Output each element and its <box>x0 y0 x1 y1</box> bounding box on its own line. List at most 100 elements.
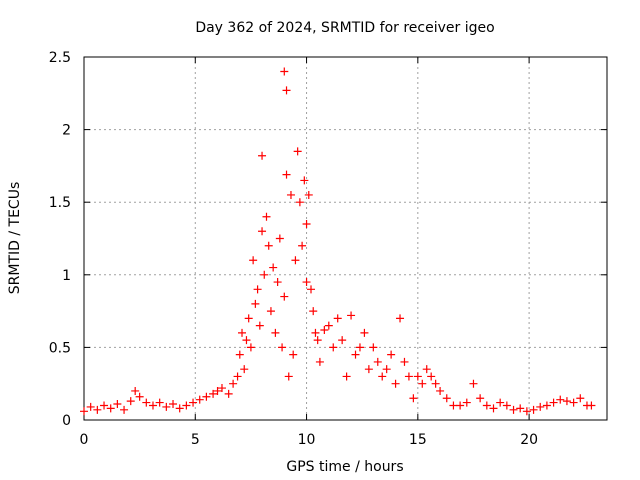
y-axis-label: SRMTID / TECUs <box>7 182 23 295</box>
data-point <box>280 292 289 301</box>
data-point <box>469 379 478 388</box>
data-point <box>333 314 342 323</box>
data-point <box>542 401 551 410</box>
data-point <box>120 405 129 414</box>
data-point <box>175 404 184 413</box>
data-point <box>282 86 291 95</box>
data-point <box>562 397 571 406</box>
data-point <box>409 394 418 403</box>
data-point <box>364 365 373 374</box>
data-point <box>182 401 191 410</box>
data-point <box>169 400 178 409</box>
y-tick-label: 0.5 <box>49 340 71 356</box>
y-tick-label: 2.5 <box>49 50 71 66</box>
plot-frame <box>83 56 608 421</box>
data-point <box>311 328 320 337</box>
data-point <box>300 176 309 185</box>
data-point <box>295 198 304 207</box>
grid-lines <box>84 57 607 420</box>
data-point <box>235 350 244 359</box>
data-point <box>262 212 271 221</box>
chart-title: Day 362 of 2024, SRMTID for receiver ige… <box>195 20 494 36</box>
data-point <box>516 404 525 413</box>
data-point <box>273 278 282 287</box>
data-point <box>282 170 291 179</box>
x-tick-label: 15 <box>409 432 427 448</box>
data-point <box>351 350 360 359</box>
data-point <box>396 314 405 323</box>
data-point <box>202 392 211 401</box>
data-point <box>489 404 498 413</box>
data-point <box>258 227 267 236</box>
data-point <box>369 343 378 352</box>
data-point <box>304 190 313 199</box>
data-point <box>373 357 382 366</box>
data-point <box>378 372 387 381</box>
data-point <box>93 405 102 414</box>
data-point <box>549 398 558 407</box>
data-point <box>556 395 565 404</box>
data-point <box>253 285 262 294</box>
data-point <box>286 190 295 199</box>
data-point <box>291 256 300 265</box>
data-point <box>391 379 400 388</box>
data-point <box>382 365 391 374</box>
data-point <box>422 365 431 374</box>
data-point <box>251 299 260 308</box>
data-point <box>100 401 109 410</box>
data-point <box>347 311 356 320</box>
data-point <box>126 397 135 406</box>
data-point <box>209 389 218 398</box>
data-point <box>320 325 329 334</box>
y-tick-label: 1 <box>62 268 71 284</box>
data-point <box>418 379 427 388</box>
data-point <box>269 263 278 272</box>
data-point <box>427 372 436 381</box>
data-point <box>142 398 151 407</box>
data-point <box>244 314 253 323</box>
data-point <box>148 401 157 410</box>
data-point <box>249 256 258 265</box>
data-point <box>587 401 596 410</box>
data-point <box>529 405 538 414</box>
data-point <box>217 384 226 393</box>
data-point <box>496 398 505 407</box>
data-point <box>229 379 238 388</box>
axis-ticks: 0 5 10 15 20 0 0.5 1 1.5 2 2.5 <box>49 50 607 448</box>
data-point <box>86 402 95 411</box>
data-point <box>106 404 115 413</box>
data-point <box>255 321 264 330</box>
data-point <box>195 395 204 404</box>
data-point <box>240 365 249 374</box>
x-tick-label: 20 <box>520 432 538 448</box>
data-point <box>387 350 396 359</box>
data-point <box>264 241 273 250</box>
data-point <box>307 285 316 294</box>
data-point <box>324 321 333 330</box>
data-point <box>442 394 451 403</box>
y-tick-label: 2 <box>62 123 71 139</box>
data-point <box>280 67 289 76</box>
data-point <box>431 379 440 388</box>
x-tick-label: 5 <box>191 432 200 448</box>
x-tick-label: 10 <box>298 432 316 448</box>
data-point <box>260 270 269 279</box>
data-point <box>329 343 338 352</box>
data-point <box>462 398 471 407</box>
data-point <box>569 398 578 407</box>
data-point <box>284 372 293 381</box>
data-point <box>189 398 198 407</box>
data-point <box>278 343 287 352</box>
data-point <box>502 401 511 410</box>
data-point <box>482 401 491 410</box>
data-point <box>576 394 585 403</box>
data-point <box>509 405 518 414</box>
data-point <box>522 407 531 416</box>
data-point <box>135 392 144 401</box>
data-point <box>293 147 302 156</box>
data-point <box>302 219 311 228</box>
data-point <box>233 372 242 381</box>
data-point <box>162 402 171 411</box>
series-igeo <box>80 67 596 416</box>
